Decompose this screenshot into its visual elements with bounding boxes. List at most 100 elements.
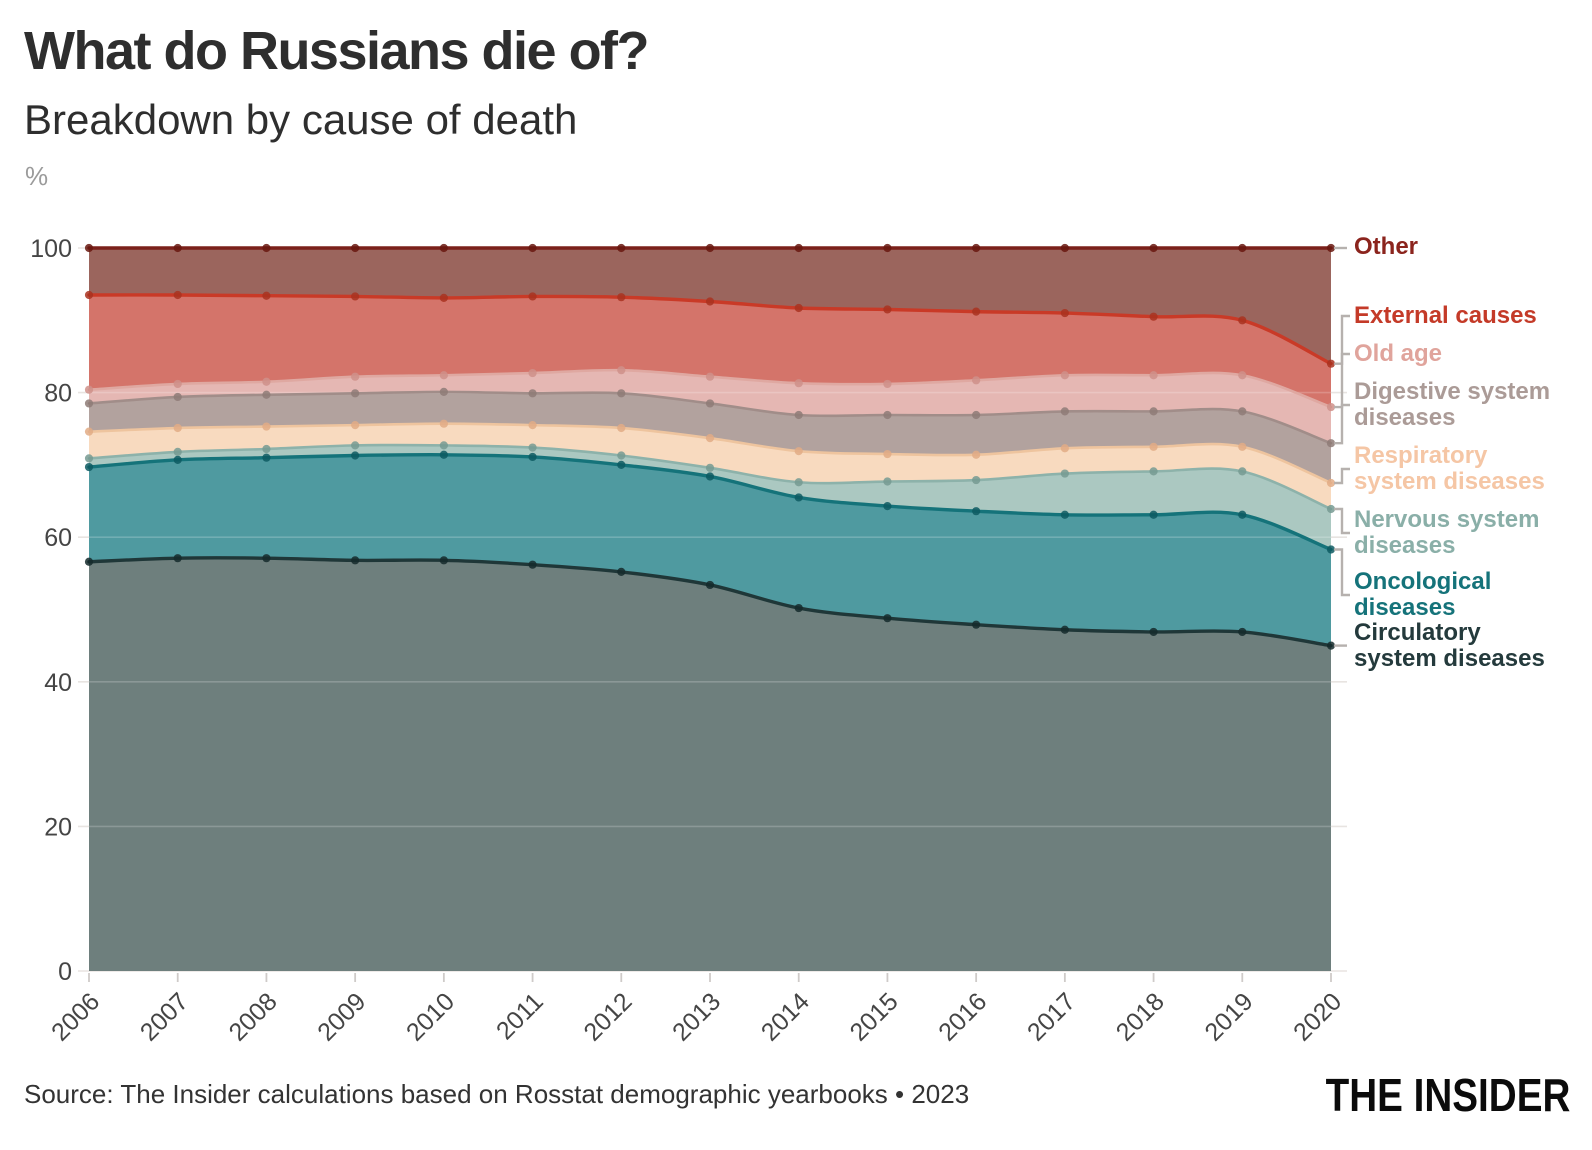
data-point-circulatory-system-diseases bbox=[705, 580, 715, 590]
data-point-circulatory-system-diseases bbox=[351, 556, 360, 565]
data-point-circulatory-system-diseases bbox=[262, 554, 271, 563]
data-point-other bbox=[705, 243, 715, 253]
data-point-external-causes bbox=[1238, 316, 1247, 325]
data-point-old-age bbox=[351, 372, 360, 381]
data-point-nervous-system-diseases bbox=[617, 451, 626, 460]
data-point-nervous-system-diseases bbox=[972, 475, 981, 485]
data-point-other bbox=[1238, 243, 1247, 253]
data-point-old-age bbox=[262, 377, 271, 386]
data-point-external-causes bbox=[528, 292, 537, 301]
data-point-other bbox=[1149, 243, 1158, 253]
data-point-digestive-system-diseases bbox=[1060, 407, 1069, 416]
data-point-oncological-diseases bbox=[883, 502, 892, 511]
x-axis-label: 2007 bbox=[135, 987, 194, 1046]
x-axis-label: 2020 bbox=[1288, 987, 1347, 1046]
source-credit: Source: The Insider calculations based o… bbox=[24, 1079, 970, 1109]
data-point-respiratory-system-diseases bbox=[351, 421, 360, 430]
data-point-respiratory-system-diseases bbox=[705, 434, 715, 443]
data-point-digestive-system-diseases bbox=[439, 387, 448, 396]
area-external-causes bbox=[89, 294, 1331, 408]
data-point-old-age bbox=[794, 379, 803, 388]
x-axis-label: 2016 bbox=[933, 987, 992, 1046]
data-point-external-causes bbox=[173, 290, 182, 300]
data-point-other bbox=[439, 243, 448, 253]
data-point-other bbox=[173, 243, 182, 253]
legend-connector-nervous-system-diseases bbox=[1334, 507, 1350, 535]
y-axis-unit-label: % bbox=[25, 161, 49, 191]
data-point-old-age bbox=[1149, 371, 1158, 380]
area-nervous-system-diseases bbox=[89, 445, 1331, 550]
data-point-oncological-diseases bbox=[705, 472, 715, 481]
data-point-other bbox=[1060, 243, 1069, 253]
data-point-external-causes bbox=[1149, 312, 1158, 321]
legend-connector-oncological-diseases bbox=[1334, 548, 1350, 597]
data-point-oncological-diseases bbox=[617, 460, 626, 469]
data-point-nervous-system-diseases bbox=[1149, 467, 1158, 476]
data-point-other bbox=[617, 243, 626, 253]
data-point-other bbox=[351, 243, 360, 253]
data-point-nervous-system-diseases bbox=[1326, 504, 1336, 514]
x-axis-label: 2014 bbox=[756, 987, 815, 1046]
data-point-respiratory-system-diseases bbox=[1149, 442, 1158, 451]
data-point-old-age bbox=[617, 366, 626, 375]
data-point-nervous-system-diseases bbox=[883, 477, 892, 486]
data-point-digestive-system-diseases bbox=[173, 392, 182, 402]
data-point-old-age bbox=[439, 371, 448, 380]
data-point-digestive-system-diseases bbox=[84, 399, 94, 408]
data-point-other bbox=[794, 243, 803, 253]
data-point-oncological-diseases bbox=[439, 450, 448, 459]
data-point-respiratory-system-diseases bbox=[528, 421, 537, 430]
y-axis-tick-label: 100 bbox=[30, 235, 72, 263]
x-axis-label: 2013 bbox=[667, 987, 726, 1046]
area-oncological-diseases bbox=[89, 454, 1331, 646]
x-axis-label: 2009 bbox=[312, 987, 371, 1046]
data-point-digestive-system-diseases bbox=[883, 410, 892, 420]
data-point-respiratory-system-diseases bbox=[1238, 442, 1247, 451]
data-point-oncological-diseases bbox=[1238, 510, 1247, 519]
data-point-old-age bbox=[883, 379, 892, 389]
data-point-external-causes bbox=[262, 291, 271, 300]
legend-connector-old-age bbox=[1334, 352, 1350, 409]
data-point-oncological-diseases bbox=[351, 451, 360, 460]
data-point-oncological-diseases bbox=[794, 493, 803, 502]
data-point-external-causes bbox=[972, 307, 981, 316]
x-axis-label: 2006 bbox=[46, 987, 105, 1046]
y-axis-tick-label: 20 bbox=[44, 813, 72, 841]
data-point-digestive-system-diseases bbox=[794, 410, 803, 420]
data-point-external-causes bbox=[1326, 359, 1336, 368]
data-point-respiratory-system-diseases bbox=[84, 427, 94, 436]
data-point-circulatory-system-diseases bbox=[794, 603, 803, 613]
data-point-respiratory-system-diseases bbox=[617, 423, 626, 433]
data-point-external-causes bbox=[351, 292, 360, 301]
data-point-external-causes bbox=[617, 293, 626, 302]
y-axis-tick-label: 60 bbox=[44, 524, 72, 552]
legend-connector-digestive-system-diseases bbox=[1334, 403, 1350, 445]
data-point-nervous-system-diseases bbox=[351, 441, 360, 450]
area-other bbox=[89, 248, 1331, 364]
data-point-old-age bbox=[528, 368, 537, 378]
data-point-external-causes bbox=[84, 290, 94, 300]
data-point-old-age bbox=[84, 385, 94, 394]
y-axis-tick-label: 0 bbox=[58, 958, 72, 986]
page-title: What do Russians die of? bbox=[24, 21, 650, 81]
data-point-digestive-system-diseases bbox=[1326, 439, 1336, 448]
x-axis-label: 2017 bbox=[1022, 987, 1081, 1046]
data-point-nervous-system-diseases bbox=[1060, 469, 1069, 478]
data-point-oncological-diseases bbox=[84, 462, 94, 472]
data-point-circulatory-system-diseases bbox=[1149, 627, 1158, 637]
page-subtitle: Breakdown by cause of death bbox=[24, 96, 578, 143]
data-point-oncological-diseases bbox=[1326, 545, 1336, 554]
data-point-circulatory-system-diseases bbox=[883, 614, 892, 623]
data-point-circulatory-system-diseases bbox=[173, 554, 182, 563]
data-point-other bbox=[972, 243, 981, 253]
data-point-oncological-diseases bbox=[1060, 510, 1069, 519]
data-point-respiratory-system-diseases bbox=[883, 449, 892, 459]
data-point-digestive-system-diseases bbox=[1149, 407, 1158, 416]
legend-connector-respiratory-system-diseases bbox=[1334, 467, 1350, 485]
data-point-digestive-system-diseases bbox=[617, 389, 626, 398]
data-point-nervous-system-diseases bbox=[794, 478, 803, 487]
x-axis-label: 2018 bbox=[1111, 987, 1170, 1046]
data-point-nervous-system-diseases bbox=[439, 441, 448, 450]
data-point-nervous-system-diseases bbox=[705, 463, 715, 472]
